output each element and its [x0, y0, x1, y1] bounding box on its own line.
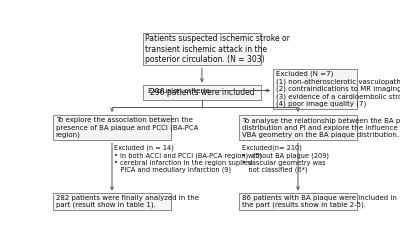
Bar — [273, 69, 357, 109]
Text: To explore the association between the
presence of BA plaque and PCCI (BA-PCA
re: To explore the association between the p… — [56, 117, 198, 138]
Text: Exclusion criteria: Exclusion criteria — [148, 88, 210, 94]
Text: 86 patients with BA plaque were included in
the part (results show in table 2-5): 86 patients with BA plaque were included… — [242, 195, 396, 208]
Text: To analyse the relationship between the BA plaque
distribution and PI and explor: To analyse the relationship between the … — [242, 118, 400, 138]
Text: Excluded (N =7)
(1) non-atherosclerotic vasculopathy
(2) contraindications to MR: Excluded (N =7) (1) non-atherosclerotic … — [276, 71, 400, 107]
Bar — [143, 33, 261, 65]
Text: 282 patients were finally analyzed in the
part (result show in table 1).: 282 patients were finally analyzed in th… — [56, 195, 198, 208]
Bar — [239, 193, 357, 210]
Text: Patients suspected ischemic stroke or
transient ischemic attack in the
posterior: Patients suspected ischemic stroke or tr… — [146, 34, 290, 64]
Bar — [53, 193, 171, 210]
Bar — [143, 85, 261, 100]
Text: Excluded (n = 14)
• in both ACCI and PCCI (BA-PCA region)  (5)
• cerebral infarc: Excluded (n = 14) • in both ACCI and PCC… — [114, 145, 262, 174]
Bar — [53, 115, 171, 140]
Text: Excluded(n= 210)
• without BA plaque (209)
• vascular geometry was
   not classi: Excluded(n= 210) • without BA plaque (20… — [242, 145, 329, 174]
Text: 296 patients were included: 296 patients were included — [150, 88, 254, 97]
Bar — [239, 115, 357, 140]
